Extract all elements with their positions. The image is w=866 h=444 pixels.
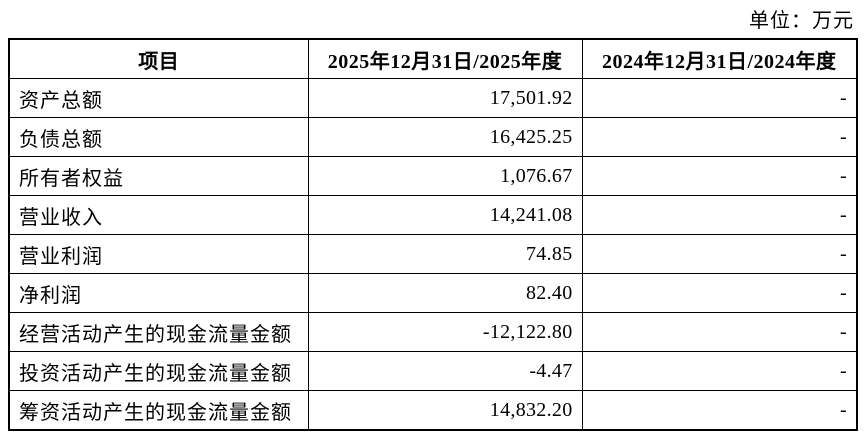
value-2025-cell: 1,076.67 — [307, 156, 583, 196]
row-label-cell: 营业收入 — [8, 195, 309, 235]
value-2025-cell: 17,501.92 — [307, 78, 583, 118]
value-2024-cell: - — [581, 234, 858, 274]
table-row: 净利润 82.40 - — [8, 273, 858, 313]
row-label-cell: 投资活动产生的现金流量金额 — [8, 351, 309, 391]
header-row: 项目 2025年12月31日/2025年度 2024年12月31日/2024年度 — [8, 38, 858, 79]
value-2024-cell: - — [581, 195, 858, 235]
value-2025-cell: 74.85 — [307, 234, 583, 274]
value-2025-cell: 82.40 — [307, 273, 583, 313]
value-2024-cell: - — [581, 390, 858, 431]
table-row: 负债总额 16,425.25 - — [8, 117, 858, 157]
value-2025-cell: 14,832.20 — [307, 390, 583, 431]
row-label-cell: 资产总额 — [8, 78, 309, 118]
header-item: 项目 — [8, 38, 309, 79]
table-row: 资产总额 17,501.92 - — [8, 78, 858, 118]
value-2024-cell: - — [581, 312, 858, 352]
value-2025-cell: -12,122.80 — [307, 312, 583, 352]
value-2024-cell: - — [581, 351, 858, 391]
header-period-2025: 2025年12月31日/2025年度 — [307, 38, 583, 79]
row-label-cell: 净利润 — [8, 273, 309, 313]
table-row: 筹资活动产生的现金流量金额 14,832.20 - — [8, 390, 858, 431]
value-2025-cell: -4.47 — [307, 351, 583, 391]
row-label-cell: 营业利润 — [8, 234, 309, 274]
financial-summary-table: 项目 2025年12月31日/2025年度 2024年12月31日/2024年度… — [8, 38, 858, 431]
table-body: 资产总额 17,501.92 - 负债总额 16,425.25 - 所有者权益 … — [8, 78, 858, 431]
header-period-2024: 2024年12月31日/2024年度 — [581, 38, 858, 79]
value-2025-cell: 16,425.25 — [307, 117, 583, 157]
table-row: 所有者权益 1,076.67 - — [8, 156, 858, 196]
value-2024-cell: - — [581, 156, 858, 196]
table-row: 投资活动产生的现金流量金额 -4.47 - — [8, 351, 858, 391]
value-2024-cell: - — [581, 117, 858, 157]
table-row: 营业利润 74.85 - — [8, 234, 858, 274]
table-header: 项目 2025年12月31日/2025年度 2024年12月31日/2024年度 — [8, 38, 858, 79]
table-row: 经营活动产生的现金流量金额 -12,122.80 - — [8, 312, 858, 352]
row-label-cell: 所有者权益 — [8, 156, 309, 196]
table-row: 营业收入 14,241.08 - — [8, 195, 858, 235]
row-label-cell: 经营活动产生的现金流量金额 — [8, 312, 309, 352]
row-label-cell: 筹资活动产生的现金流量金额 — [8, 390, 309, 431]
unit-label: 单位：万元 — [749, 10, 854, 32]
value-2025-cell: 14,241.08 — [307, 195, 583, 235]
row-label-cell: 负债总额 — [8, 117, 309, 157]
value-2024-cell: - — [581, 78, 858, 118]
value-2024-cell: - — [581, 273, 858, 313]
